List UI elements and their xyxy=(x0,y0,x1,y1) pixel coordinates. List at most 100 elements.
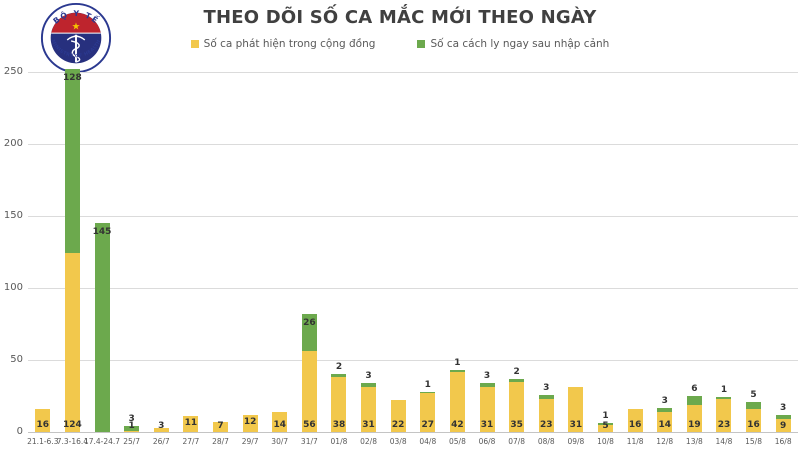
bar-segment-community xyxy=(746,408,762,432)
bar-segment-imported xyxy=(479,383,495,388)
y-axis-tick-label: 0 xyxy=(16,426,23,437)
bar-value-label-imported: 6 xyxy=(691,384,698,394)
bar-value-label-imported: 2 xyxy=(513,366,520,377)
bar-value-label-community: 22 xyxy=(391,420,405,430)
bar-segment-community xyxy=(538,398,554,432)
bar-segment-imported xyxy=(124,426,140,431)
x-axis-category-label: 07/8 xyxy=(508,437,526,446)
bar-value-label-community: 42 xyxy=(451,420,464,430)
bar-value-label-community: 7 xyxy=(217,421,224,431)
bar-segment-imported xyxy=(64,69,80,254)
gridline xyxy=(28,72,798,73)
bar-segment-imported xyxy=(301,313,317,352)
x-axis-category-label: 05/8 xyxy=(449,437,466,446)
bar-value-label-community: 3 xyxy=(158,421,165,431)
bar-segment-imported xyxy=(686,396,702,405)
bar-segment-imported xyxy=(361,383,377,388)
x-axis-category-label: 14/8 xyxy=(715,437,733,446)
bar-value-label-imported: 1 xyxy=(424,379,431,390)
bar-segment-imported xyxy=(449,370,465,372)
bar-value-label-community: 19 xyxy=(688,420,701,430)
bar-value-label-imported: 3 xyxy=(543,382,550,393)
legend-item-imported: Số ca cách ly ngay sau nhập cảnh xyxy=(417,38,609,50)
x-axis-category-label: 25/7 xyxy=(123,437,141,446)
staff-of-asclepius-icon xyxy=(66,34,86,63)
bar-value-label-imported: 128 xyxy=(63,73,82,84)
bar-segment-imported xyxy=(657,407,673,412)
bar-segment-imported xyxy=(420,391,436,394)
y-axis-tick-label: 200 xyxy=(3,138,23,149)
bar-value-label-imported: 1 xyxy=(602,411,609,422)
bar-segment-community xyxy=(301,351,317,432)
bar-segment-community xyxy=(272,411,288,432)
x-axis-category-label: 17.4-24.7 xyxy=(83,437,121,446)
bar-segment-imported xyxy=(746,401,762,409)
bar-value-label-community: 5 xyxy=(602,421,609,431)
bar-value-label-community: 23 xyxy=(717,420,731,430)
chart-title: THEO DÕI SỐ CA MẮC MỚI THEO NGÀY xyxy=(203,7,597,28)
bar-value-label-imported: 3 xyxy=(661,395,668,406)
bar-segment-community xyxy=(183,416,199,432)
bar-value-label-community: 14 xyxy=(273,420,286,430)
bar-value-label-community: 1 xyxy=(128,421,135,431)
bar-value-label-community: 31 xyxy=(569,420,583,430)
bar-value-label-community: 35 xyxy=(510,420,523,430)
bar-segment-imported xyxy=(716,397,732,399)
legend-label-community: Số ca phát hiện trong cộng đồng xyxy=(203,38,376,50)
x-axis-category-label: 09/8 xyxy=(567,437,585,446)
bar-segment-community xyxy=(64,253,80,432)
bar-value-label-community: 124 xyxy=(63,420,82,430)
logo-red-band xyxy=(51,12,101,34)
bar-value-label-imported: 3 xyxy=(483,371,491,382)
bar-segment-community xyxy=(124,430,140,432)
bar-segment-imported xyxy=(331,374,347,378)
legend-swatch-imported xyxy=(417,40,426,48)
bar-segment-community xyxy=(686,404,702,432)
x-axis-category-label: 27/7 xyxy=(182,437,200,446)
bar-segment-community xyxy=(331,377,347,432)
bar-value-label-community: 56 xyxy=(303,420,316,430)
bar-segment-community xyxy=(627,408,643,432)
x-axis-category-label: 11/8 xyxy=(626,437,644,446)
y-axis-tick-label: 50 xyxy=(10,354,23,365)
bar-segment-imported xyxy=(509,378,525,382)
chart-legend: Số ca phát hiện trong cộng đồng Số ca cá… xyxy=(0,38,800,50)
bar-segment-community xyxy=(213,421,228,432)
bar-segment-community xyxy=(775,419,791,432)
x-axis-category-label: 01/8 xyxy=(330,437,348,446)
y-axis-tick-label: 250 xyxy=(3,66,23,77)
y-axis-tick-label: 150 xyxy=(3,210,23,221)
bar-segment-community xyxy=(479,387,495,432)
bar-value-label-imported: 3 xyxy=(128,414,135,425)
bar-segment-community xyxy=(242,414,258,432)
gridline xyxy=(28,288,798,289)
bar-segment-community xyxy=(361,387,377,432)
bar-value-label-community: 16 xyxy=(36,420,50,430)
x-axis-category-label: 7.3-16.4 xyxy=(56,437,89,446)
bar-segment-community xyxy=(153,427,169,432)
gridline xyxy=(28,216,798,217)
x-axis-category-label: 13/8 xyxy=(685,437,703,446)
y-axis-tick-label: 100 xyxy=(3,282,23,293)
gridline xyxy=(28,144,798,145)
bar-value-label-community: 31 xyxy=(362,420,375,430)
bar-segment-imported xyxy=(94,223,110,432)
x-axis-category-label: 15/8 xyxy=(745,437,762,446)
x-axis-category-label: 08/8 xyxy=(537,437,555,446)
legend-label-imported: Số ca cách ly ngay sau nhập cảnh xyxy=(430,38,610,50)
x-axis-category-label: 28/7 xyxy=(212,437,229,446)
bar-value-label-community: 16 xyxy=(628,420,642,430)
x-axis-category-label: 31/7 xyxy=(300,437,318,446)
star-icon: ★ xyxy=(72,22,81,33)
bar-value-label-imported: 2 xyxy=(335,362,343,373)
bar-value-label-imported: 3 xyxy=(365,371,372,382)
x-axis-category-label: 12/8 xyxy=(656,437,674,446)
bar-segment-community xyxy=(657,411,673,432)
bar-value-label-imported: 1 xyxy=(720,385,728,396)
x-axis-category-label: 29/7 xyxy=(241,437,259,446)
bar-value-label-community: 11 xyxy=(184,418,198,429)
bar-value-label-community: 14 xyxy=(658,420,671,430)
bar-segment-community xyxy=(390,400,406,432)
bar-segment-community xyxy=(568,387,584,432)
